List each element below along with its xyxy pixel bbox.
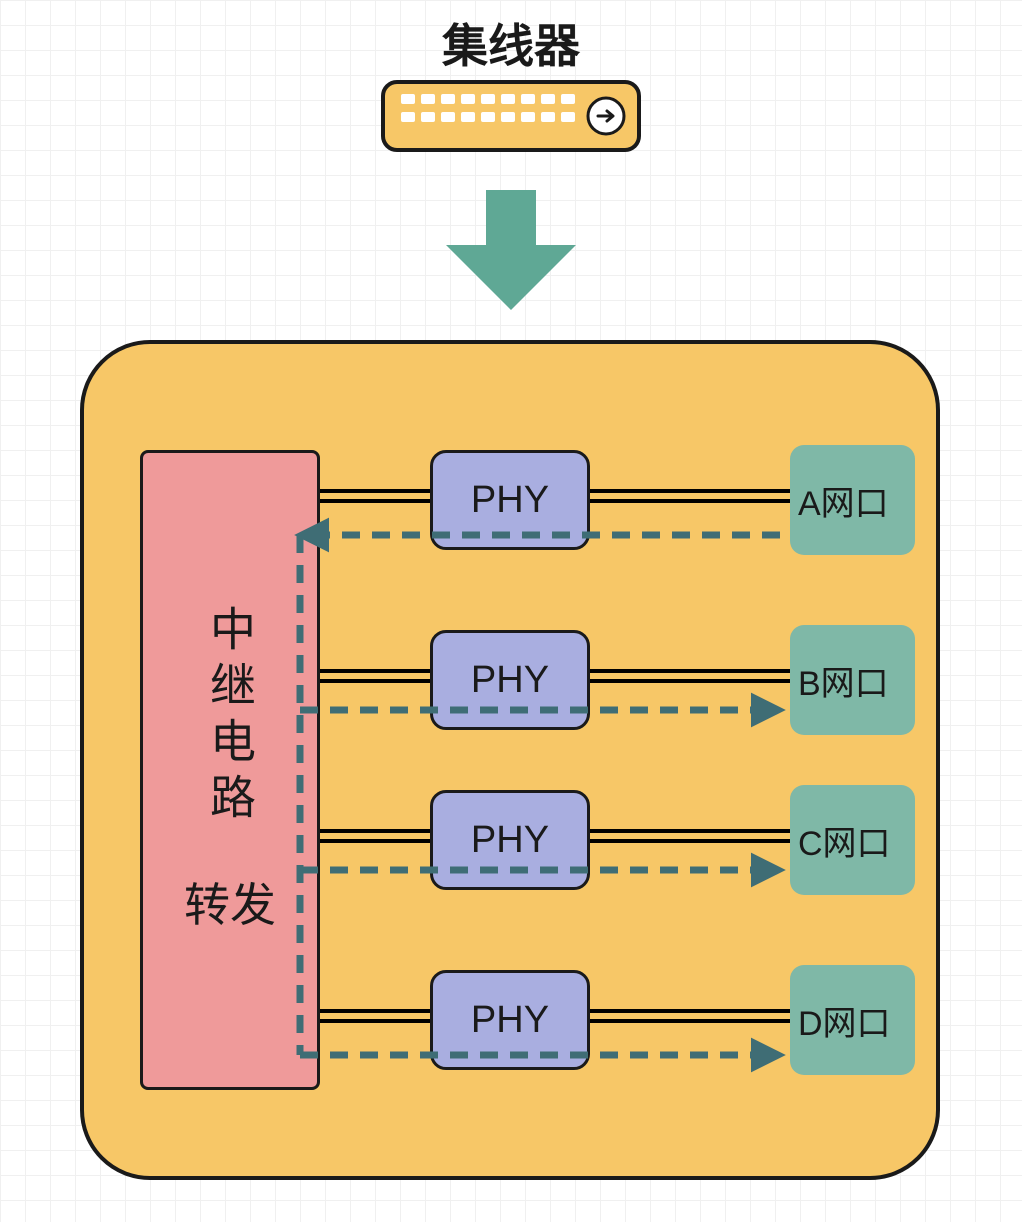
diagram-title: 集线器 [442, 10, 580, 76]
phy-box: PHY [430, 970, 590, 1070]
network-port: A网口 [790, 445, 915, 555]
hub-device-icon [381, 80, 641, 152]
bus-line-right [590, 1009, 800, 1023]
down-arrow-icon [446, 190, 576, 310]
diagram-stage: 集线器 [0, 0, 1022, 1222]
network-port: D网口 [790, 965, 915, 1075]
relay-label-sub: 转发 [184, 869, 276, 935]
relay-circuit-box: 中继电路 转发 [140, 450, 320, 1090]
bus-line-left [320, 1009, 430, 1023]
phy-box: PHY [430, 790, 590, 890]
bus-line-left [320, 489, 430, 503]
bus-line-right [590, 669, 800, 683]
bus-line-right [590, 489, 800, 503]
phy-box: PHY [430, 450, 590, 550]
bus-line-right [590, 829, 800, 843]
bus-line-left [320, 829, 430, 843]
network-port: B网口 [790, 625, 915, 735]
relay-label-main: 中继电路 [197, 605, 263, 829]
phy-box: PHY [430, 630, 590, 730]
bus-line-left [320, 669, 430, 683]
network-port: C网口 [790, 785, 915, 895]
